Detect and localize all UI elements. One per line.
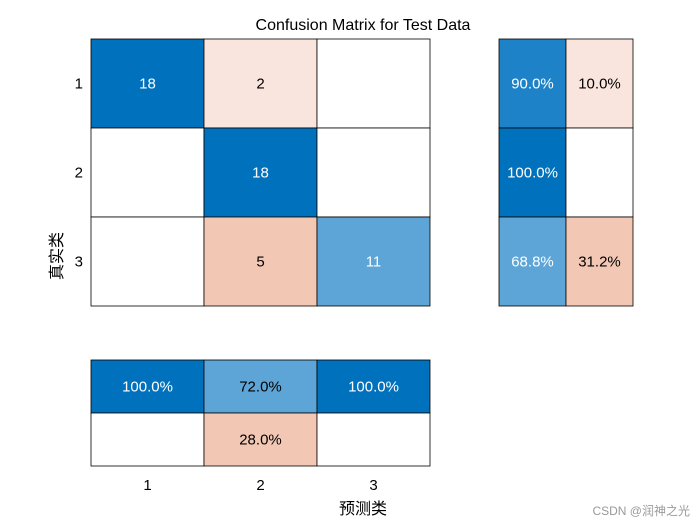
row-summary-cell-r3-incorrect: 31.2%: [565, 216, 634, 307]
matrix-cell-r1-c2-rect: [203, 38, 318, 129]
matrix-cell-r2-c3: [316, 127, 431, 218]
row-summary-cell-r2-incorrect: [565, 127, 634, 218]
row-tick-label-2: 2: [75, 165, 83, 182]
column-summary-cell-correct-c2: 72.0%: [203, 359, 318, 414]
col-tick-label-1: 1: [143, 477, 151, 494]
chart-title: Confusion Matrix for Test Data: [256, 17, 471, 34]
column-summary-cell-correct-c2-label: 72.0%: [239, 379, 282, 396]
column-summary-cell-incorrect-c3: [316, 412, 431, 467]
row-summary-cell-r3-correct: 68.8%: [498, 216, 567, 307]
row-summary-cell-r3-incorrect-rect: [565, 216, 634, 307]
column-summary: 100.0% 72.0% 100.0% 28.0%: [90, 359, 431, 467]
matrix-cell-r1-c1: 18: [90, 38, 205, 129]
row-summary-cell-r2-correct-label: 100.0%: [507, 165, 558, 182]
matrix-cell-r1-c2: 2: [203, 38, 318, 129]
row-summary-cell-r1-correct-label: 90.0%: [511, 76, 554, 93]
column-summary-cell-correct-c1-label: 100.0%: [122, 379, 173, 396]
matrix-cell-r3-c1: [90, 216, 205, 307]
watermark: CSDN @润神之光: [592, 504, 690, 518]
row-summary-cell-r2-correct: 100.0%: [498, 127, 567, 218]
column-summary-cell-incorrect-c2: 28.0%: [203, 412, 318, 467]
row-summary-cell-r1-incorrect-label: 10.0%: [578, 76, 621, 93]
matrix-cell-r2-c1-rect: [90, 127, 205, 218]
row-summary-cell-r2-correct-rect: [498, 127, 567, 218]
row-summary-cell-r1-incorrect: 10.0%: [565, 38, 634, 129]
column-summary-cell-correct-c3-label: 100.0%: [348, 379, 399, 396]
row-summary-cell-r3-incorrect-label: 31.2%: [578, 254, 621, 271]
matrix-cell-r1-c1-rect: [90, 38, 205, 129]
column-summary-cell-incorrect-c3-rect: [316, 412, 431, 467]
y-axis-label: 真实类: [48, 232, 66, 280]
column-summary-cell-correct-c3-rect: [316, 359, 431, 414]
matrix-cell-r3-c3-label: 11: [366, 254, 382, 271]
row-tick-label-1: 1: [75, 76, 83, 93]
column-summary-cell-correct-c1: 100.0%: [90, 359, 205, 414]
column-summary-cell-incorrect-c2-label: 28.0%: [239, 432, 282, 449]
row-summary-cell-r3-correct-label: 68.8%: [511, 254, 554, 271]
matrix-cell-r3-c3: 11: [316, 216, 431, 307]
column-summary-cell-correct-c2-rect: [203, 359, 318, 414]
matrix-cell-r1-c2-label: 2: [256, 76, 264, 93]
column-summary-cell-incorrect-c1-rect: [90, 412, 205, 467]
row-tick-labels: 1 2 3: [75, 76, 83, 271]
column-summary-cell-incorrect-c2-rect: [203, 412, 318, 467]
matrix-cell-r2-c1: [90, 127, 205, 218]
col-tick-label-2: 2: [256, 477, 264, 494]
column-summary-cell-correct-c3: 100.0%: [316, 359, 431, 414]
col-tick-label-3: 3: [369, 477, 377, 494]
matrix-cell-r2-c3-rect: [316, 127, 431, 218]
matrix-cell-r2-c2: 18: [203, 127, 318, 218]
row-summary-cell-r3-correct-rect: [498, 216, 567, 307]
row-summary-cell-r2-incorrect-rect: [565, 127, 634, 218]
matrix-cell-r3-c2: 5: [203, 216, 318, 307]
col-tick-labels: 1 2 3: [143, 477, 377, 494]
row-summary-cell-r1-correct: 90.0%: [498, 38, 567, 129]
main-matrix: 18 2 18 5 11: [90, 38, 431, 307]
matrix-cell-r3-c1-rect: [90, 216, 205, 307]
row-tick-label-3: 3: [75, 254, 83, 271]
x-axis-label: 预测类: [339, 500, 387, 518]
row-summary-cell-r1-correct-rect: [498, 38, 567, 129]
matrix-cell-r3-c2-rect: [203, 216, 318, 307]
row-summary: 90.0% 10.0% 100.0% 68.8% 31.2%: [498, 38, 634, 307]
matrix-cell-r3-c2-label: 5: [256, 254, 264, 271]
matrix-cell-r1-c3: [316, 38, 431, 129]
matrix-cell-r1-c1-label: 18: [139, 76, 156, 93]
matrix-cell-r3-c3-rect: [316, 216, 431, 307]
matrix-cell-r2-c2-rect: [203, 127, 318, 218]
matrix-cell-r2-c2-label: 18: [252, 165, 269, 182]
matrix-cell-r1-c3-rect: [316, 38, 431, 129]
column-summary-cell-incorrect-c1: [90, 412, 205, 467]
